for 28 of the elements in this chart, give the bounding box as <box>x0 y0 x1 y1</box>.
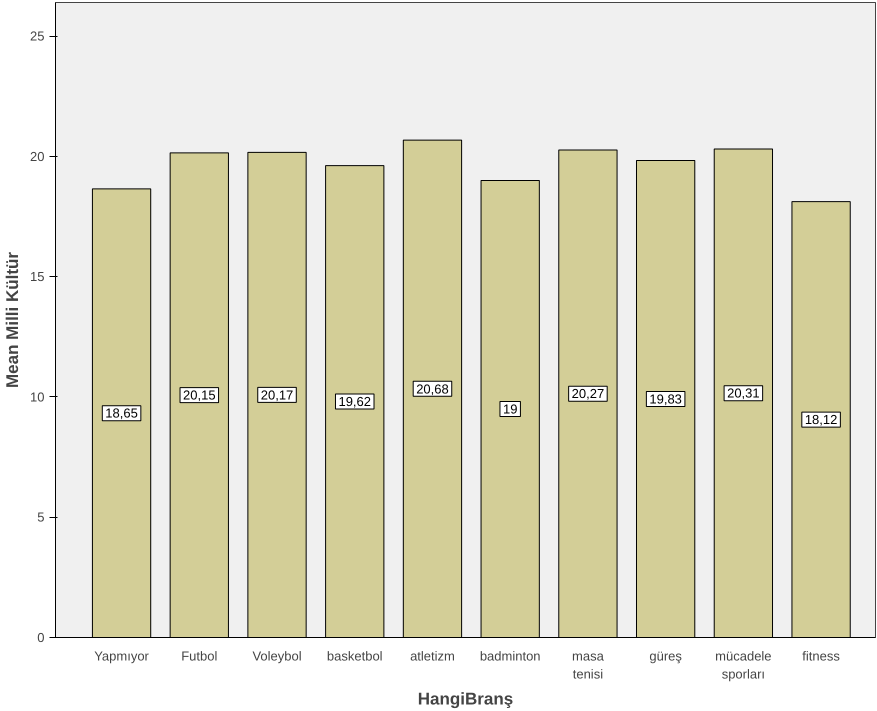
x-tick-label: atletizm <box>410 648 455 664</box>
data-label: 19,62 <box>338 394 372 410</box>
y-tick-label: 25 <box>30 28 45 44</box>
x-axis-title: HangiBranş <box>418 690 514 708</box>
x-tick-label: masa tenisi <box>572 648 605 682</box>
data-label: 19 <box>502 401 518 416</box>
y-tick-label: 20 <box>30 148 45 164</box>
y-tick-label: 5 <box>37 510 45 525</box>
data-label: 20,17 <box>260 387 294 402</box>
x-tick-label: basketbol <box>326 648 383 664</box>
x-tick-label: fitness <box>802 648 840 664</box>
x-tick-label: Yapmıyor <box>94 648 150 664</box>
y-tick-label: 15 <box>30 269 45 284</box>
x-tick-label: Futbol <box>181 648 218 664</box>
x-tick-label: Voleybol <box>252 648 302 664</box>
data-label: 18,65 <box>105 406 138 421</box>
x-tick-label: badminton <box>480 648 541 664</box>
x-tick-label: mücadele sporları <box>715 648 772 682</box>
y-tick-label: 0 <box>37 630 45 645</box>
x-tick-label: güreş <box>649 648 682 664</box>
data-label: 19,83 <box>649 392 682 407</box>
y-axis-title: Mean Milli Kültür <box>3 252 22 388</box>
data-label: 20,15 <box>183 388 216 403</box>
data-label: 20,68 <box>416 381 449 396</box>
data-label: 20,27 <box>572 386 604 402</box>
data-label: 18,12 <box>804 412 838 428</box>
data-label: 20,31 <box>727 386 760 401</box>
y-tick-label: 10 <box>30 389 45 404</box>
